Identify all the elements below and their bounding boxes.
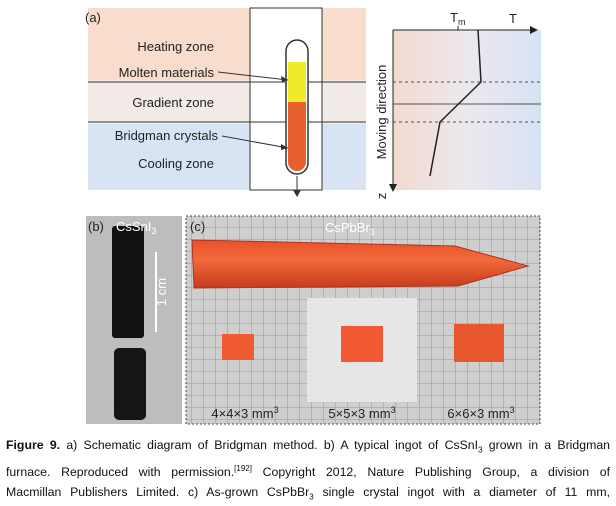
- z-label: z: [374, 193, 389, 200]
- zone: Molten materials: [119, 65, 215, 80]
- material-base: CsSnI: [116, 219, 151, 234]
- caption: Figure 9. a) Schematic diagram of Bridgm…: [6, 436, 610, 506]
- caption-text: a) Schematic diagram of Bridgman method.…: [60, 438, 479, 452]
- zone: Heating zone: [137, 39, 214, 54]
- tm-sub: m: [458, 17, 466, 27]
- moving-label: Moving direction: [374, 65, 389, 160]
- size-sup: 3: [510, 405, 515, 415]
- caption-line: furnace. Reproduced with permission.[192…: [6, 459, 610, 482]
- zone-labels: Heating zone Molten materials Gradient z…: [115, 39, 219, 171]
- tag: (c): [190, 219, 205, 234]
- size-label: 6×6×3 mm3: [447, 405, 514, 421]
- caption-text: 3: [478, 445, 483, 455]
- material-sub: 3: [370, 227, 375, 237]
- zone: Bridgman crystals: [115, 128, 219, 143]
- tm-base: T: [450, 10, 458, 25]
- t-label: T: [509, 11, 517, 26]
- figure: (a) Heating zone Molten materials Gradie…: [85, 7, 541, 425]
- size-sup: 3: [391, 405, 396, 415]
- caption-text: furnace. Reproduced with permission.: [6, 465, 235, 480]
- material: CsSnI3: [116, 219, 156, 236]
- panel-b: (b) CsSnI3 1 cm: [86, 216, 182, 424]
- caption-text: Figure 9.: [6, 438, 61, 452]
- material-base: CsPbBr: [325, 220, 370, 235]
- zone: Cooling zone: [138, 156, 214, 171]
- tag: (b): [88, 219, 104, 234]
- size-label: 5×5×3 mm3: [328, 405, 395, 421]
- zone: Gradient zone: [132, 95, 214, 110]
- caption-text: 3: [309, 492, 314, 501]
- size-label: 4×4×3 mm3: [211, 405, 278, 421]
- size-base: 5×5×3 mm: [328, 406, 390, 421]
- size-base: 6×6×3 mm: [447, 406, 509, 421]
- size-labels: 4×4×3 mm3 5×5×3 mm3 6×6×3 mm3: [211, 405, 514, 421]
- material-sub: 3: [151, 226, 156, 236]
- panel-c: (c) CsPbBr3 4×4×3 mm3 5×5×3 mm3 6×6×3 mm3: [185, 215, 541, 425]
- size-base: 4×4×3 mm: [211, 406, 273, 421]
- tm: Tm: [450, 10, 465, 27]
- caption-text: [192]: [234, 464, 252, 474]
- caption-text: Macmillan Publishers Limited. c) As-grow…: [6, 484, 310, 499]
- scale: 1 cm: [154, 278, 169, 306]
- size-sup: 3: [274, 405, 279, 415]
- caption-line: Macmillan Publishers Limited. c) As-grow…: [6, 483, 610, 506]
- material: CsPbBr3: [325, 220, 375, 237]
- tag: (a): [85, 10, 101, 25]
- caption-text: grown in a Bridgman: [482, 438, 610, 452]
- caption-text: Copyright 2012, Nature Publishing Group,…: [251, 465, 610, 480]
- panel-a: (a) Heating zone Molten materials Gradie…: [85, 7, 541, 200]
- caption-line: Figure 9. a) Schematic diagram of Bridgm…: [6, 436, 610, 459]
- caption-text: single crystal ingot with a diameter of …: [313, 484, 610, 499]
